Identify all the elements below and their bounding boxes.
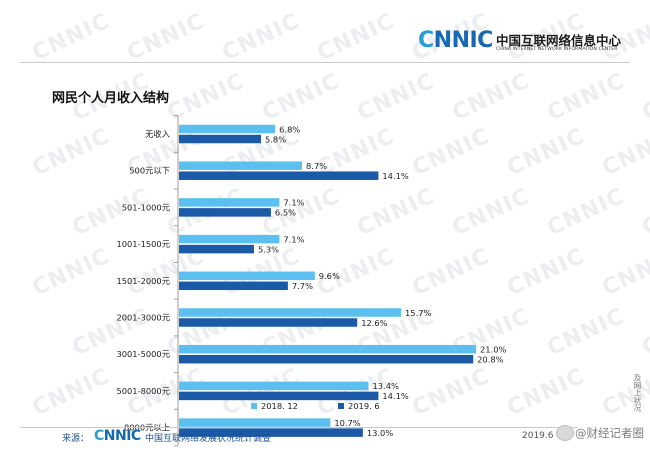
bar-2019 xyxy=(179,171,379,180)
cnnic-logo-mark: CNNIC xyxy=(418,28,493,53)
data-label: 5.3% xyxy=(258,244,279,254)
category-label: 5001-8000元 xyxy=(116,386,170,396)
bar-2019 xyxy=(179,281,288,291)
weibo-logo-icon xyxy=(556,425,574,441)
data-label: 21.0% xyxy=(480,344,506,354)
data-label: 10.7% xyxy=(334,418,360,428)
category-label: 无收入 xyxy=(145,129,170,139)
bar-2018 xyxy=(179,271,315,281)
legend-swatch xyxy=(251,403,257,409)
bar-2018 xyxy=(179,381,369,391)
footer-date: 2019.6 xyxy=(522,431,554,441)
data-label: 13.4% xyxy=(373,381,399,391)
category-label: 1501-2000元 xyxy=(116,276,170,286)
category-label: 500元以下 xyxy=(129,166,170,176)
chart-title: 网民个人月收入结构 xyxy=(52,91,170,106)
bar-2018 xyxy=(179,124,276,134)
legend-swatch xyxy=(338,403,344,409)
cnnic-logo: CNNIC 中国互联网络信息中心 CHINA INTERNET NETWORK … xyxy=(418,28,630,56)
category-label: 2001-3000元 xyxy=(116,313,170,323)
data-label: 5.8% xyxy=(265,134,286,144)
footer-report-title: 中国互联网络发展状况统计调查 xyxy=(145,434,272,444)
weibo-handle: @财经记者圈 xyxy=(575,426,644,440)
data-label: 6.8% xyxy=(279,124,300,134)
data-label: 6.5% xyxy=(275,208,296,218)
bar-2019 xyxy=(179,244,254,254)
bar-2018 xyxy=(179,418,331,427)
footer-source-label: 来源： xyxy=(62,434,90,444)
category-label: 3001-5000元 xyxy=(116,349,170,359)
bar-2019 xyxy=(179,208,271,217)
bar-2018 xyxy=(179,234,280,244)
legend-label: 2019. 6 xyxy=(348,401,380,411)
bar-2019 xyxy=(179,134,262,144)
bar-2019 xyxy=(179,354,474,364)
data-label: 14.1% xyxy=(382,171,408,181)
header-divider xyxy=(20,62,630,63)
data-label: 14.1% xyxy=(382,391,408,401)
data-label: 7.1% xyxy=(283,198,304,208)
footer-cnnic-logo: CNNIC xyxy=(94,428,141,444)
data-label: 13.0% xyxy=(367,428,393,438)
data-label: 20.8% xyxy=(477,354,503,364)
data-label: 15.7% xyxy=(405,308,431,318)
data-label: 9.6% xyxy=(319,271,340,281)
bar-2018 xyxy=(179,161,303,170)
category-label: 1001-1500元 xyxy=(116,239,170,249)
footer-divider xyxy=(20,427,578,428)
category-label: 501-1000元 xyxy=(122,202,170,212)
bar-2018 xyxy=(179,344,476,354)
bar-2018 xyxy=(179,198,280,207)
logo-english-name: CHINA INTERNET NETWORK INFORMATION CENTE… xyxy=(496,47,618,52)
data-label: 8.7% xyxy=(306,161,327,171)
bar-2018 xyxy=(179,308,402,317)
bar-2019 xyxy=(179,428,363,437)
logo-chinese-name: 中国互联网络信息中心 xyxy=(496,33,622,48)
weibo-watermark: @财经记者圈 xyxy=(556,422,648,444)
legend-label: 2018. 12 xyxy=(261,401,298,411)
side-vertical-text: 及网上状况 xyxy=(633,374,642,412)
bar-2019 xyxy=(179,318,358,327)
data-label: 12.6% xyxy=(361,318,387,328)
data-label: 7.7% xyxy=(292,281,313,291)
bar-2019 xyxy=(179,391,379,401)
data-label: 7.1% xyxy=(283,234,304,244)
